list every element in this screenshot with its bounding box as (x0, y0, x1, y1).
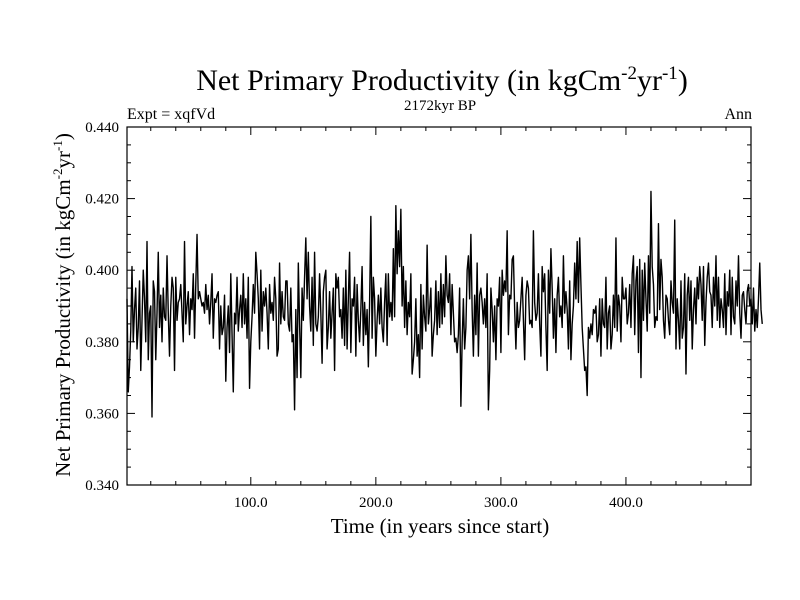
x-axis-label: Time (in years since start) (331, 514, 550, 538)
chart-title-end: ) (678, 64, 688, 97)
y-axis-label-sup2: -1 (50, 140, 65, 151)
x-tick-label: 100.0 (234, 495, 268, 511)
y-tick-label: 0.400 (85, 263, 119, 279)
y-tick-label: 0.360 (85, 406, 119, 422)
y-tick-label: 0.380 (85, 335, 119, 351)
npp-series-line (126, 190, 763, 418)
chart-title-mid: yr (637, 64, 662, 97)
season-label: Ann (724, 106, 752, 123)
y-axis-label-sup1: -2 (50, 169, 65, 180)
chart-title-main: Net Primary Productivity (in kgCm (196, 64, 621, 97)
chart-title-sup2: -1 (662, 63, 678, 84)
y-axis-label-end: ) (51, 133, 75, 140)
period-label: 2172kyr BP (404, 98, 476, 114)
y-tick-label: 0.420 (85, 192, 119, 208)
experiment-label: Expt = xqfVd (127, 106, 215, 123)
chart-title-sup1: -2 (621, 63, 637, 84)
y-tick-label: 0.440 (85, 120, 119, 136)
y-axis-label: Net Primary Productivity (in kgCm-2yr-1) (50, 133, 75, 477)
x-tick-label: 400.0 (609, 495, 643, 511)
x-tick-label: 200.0 (359, 495, 393, 511)
x-tick-label: 300.0 (484, 495, 518, 511)
chart-title: Net Primary Productivity (in kgCm-2yr-1) (196, 63, 688, 97)
y-axis-label-mid: yr (51, 151, 75, 169)
y-tick-label: 0.340 (85, 478, 119, 494)
y-axis-label-main: Net Primary Productivity (in kgCm (51, 179, 75, 476)
